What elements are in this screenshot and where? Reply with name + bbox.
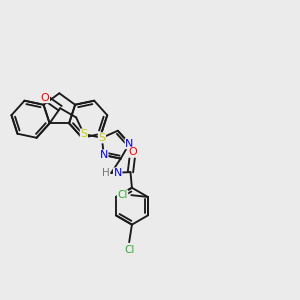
- Text: N: N: [125, 139, 134, 148]
- Text: Cl: Cl: [117, 190, 128, 200]
- Text: H: H: [102, 168, 110, 178]
- Text: Cl: Cl: [124, 245, 134, 255]
- Text: O: O: [128, 147, 137, 157]
- Text: N: N: [100, 150, 108, 160]
- Text: N: N: [113, 168, 122, 178]
- Text: O: O: [41, 93, 50, 103]
- Text: S: S: [98, 133, 106, 143]
- Text: S: S: [80, 129, 88, 139]
